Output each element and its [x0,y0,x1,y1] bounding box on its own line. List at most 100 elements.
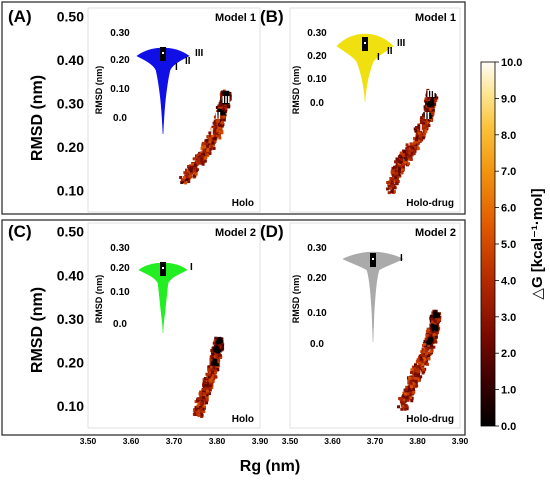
model-label: Model 1 [215,12,256,24]
fel-cell [436,320,440,324]
fel-cell [219,115,223,119]
fel-cell [202,384,206,388]
fel-core-cell [216,339,220,343]
fel-cell [204,149,208,153]
fel-cell [211,352,215,356]
fel-core-cell [431,99,435,103]
fel-cell [397,165,401,169]
fel-cell [199,407,203,411]
fel-cell [199,401,203,405]
inset-ylabel: RMSD (nm) [94,275,104,324]
fel-cell [224,106,228,110]
fel-cell [198,154,202,158]
fel-cell [204,393,208,397]
fel-cell [221,108,225,112]
violin-minimum-label: I [175,62,178,73]
fel-cell [397,167,401,171]
fel-cell [426,123,430,127]
fel-cell [410,149,414,153]
violin [138,262,188,334]
fel-cell [217,126,221,130]
fel-cell [410,151,414,155]
violin [136,47,190,135]
fel-cell [218,117,222,121]
fel-cell [424,127,428,131]
fel-cell [426,96,430,100]
fel-cell [197,413,201,417]
fel-cell [432,337,436,341]
fel-cell [202,396,206,400]
fel-cell [410,145,414,149]
fel-cell [418,361,422,365]
violin-body [336,33,394,103]
fel-cell [406,392,410,396]
fel-cell [213,137,217,141]
fel-cell [220,95,224,99]
fel-cell [208,388,212,392]
fel-cell [217,343,221,347]
fel-cell [428,351,432,355]
fel-cell [424,362,428,366]
fel-cell [410,385,414,389]
inset-ylabel: RMSD (nm) [94,66,104,115]
fel-cell [423,122,427,126]
colorbar-tick-label: 4.0 [501,275,516,287]
fel-cell [189,169,193,173]
fel-core-cell [213,349,217,353]
model-label: Model 2 [215,227,256,239]
colorbar-tick-label: 9.0 [501,93,516,105]
fel-cell [197,402,201,406]
fel-cell [421,347,425,351]
fel-cell [193,169,197,173]
fel-cell [214,125,218,129]
y-tick-label: 0.30 [57,311,84,327]
fel-cell [190,166,194,170]
fel-cell [208,370,212,374]
fel-cell [400,407,404,411]
fel-cell [429,334,433,338]
fel-core [424,91,436,120]
violin-minimum-label: I [190,262,193,273]
fel-cell [226,97,230,101]
violin-body [136,47,190,135]
fel-core-cell [435,325,439,329]
fel-cell [418,125,422,129]
fel-core-cell [225,98,229,102]
fel-cell [194,172,198,176]
fel-cell [203,156,207,160]
fel-core-cell [225,101,229,105]
fel-cell [228,94,232,98]
fel-cell [420,138,424,142]
fel-cell [195,157,199,161]
fel-cell [218,105,222,109]
fel-cell [213,134,217,138]
fel-cell [406,150,410,154]
fel-core-cell [431,103,435,107]
fel-cell [217,361,221,365]
fel-cell [216,129,220,133]
fel-cell [422,124,426,128]
fel-cell [198,392,202,396]
fel-cell [428,331,432,335]
colorbar-tick-label: 5.0 [501,239,516,251]
fel-cell [397,405,401,409]
minimum-label: II [215,111,221,122]
violin-median [162,52,164,54]
fel-cell [425,330,429,334]
fel-cell [430,346,434,350]
fel-cell [433,340,437,344]
fel-cell [408,393,412,397]
fel-cell [393,177,397,181]
fel-cell [202,394,206,398]
fel-cell [425,333,429,337]
violin [336,33,394,103]
fel-cell [214,369,218,373]
x-tick-label: 3.50 [282,436,299,446]
fel-cell [400,167,404,171]
fel-core-cell [434,313,438,317]
x-tick-label: 3.70 [166,436,183,446]
inset-y-tick: 0.10 [110,287,130,298]
colorbar-title: △G [kcal⁻¹·mol] [529,188,546,299]
fel-cell [210,356,214,360]
fel-cell [421,363,425,367]
